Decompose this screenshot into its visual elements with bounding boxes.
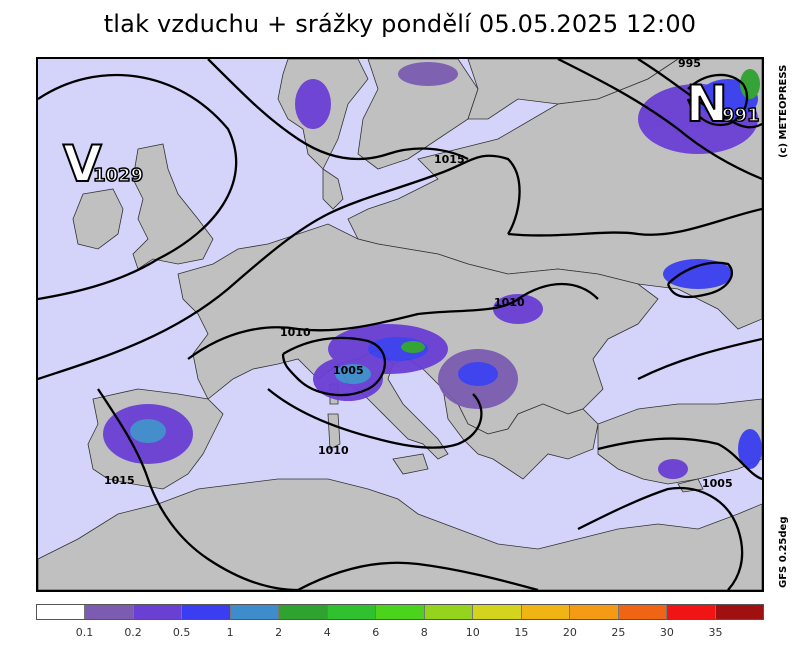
legend-color-box [570, 605, 619, 619]
legend-color-box [521, 605, 571, 619]
precip-caucasus [738, 429, 762, 469]
land-turkey [597, 398, 762, 485]
legend-tick-label: 2 [275, 626, 283, 639]
precip-ukraine [663, 259, 733, 289]
isobar-label-1005-east: 1005 [702, 477, 733, 490]
isobar-black-sea [637, 337, 762, 381]
legend-ticks: 0.1 0.2 0.5 1 2 4 6 8 10 15 20 25 30 35 [36, 626, 764, 642]
legend-color-box [327, 605, 377, 619]
precip-balkans-core [458, 362, 498, 386]
precipitation-legend [36, 604, 764, 620]
land-sardinia [327, 413, 341, 450]
legend-color-box [667, 605, 716, 619]
legend-color-box [715, 605, 764, 619]
legend-color-box [85, 605, 134, 619]
land-sicily [392, 453, 429, 475]
precip-slovakia [493, 294, 543, 324]
legend-tick-label: 8 [420, 626, 428, 639]
isobar-east [507, 207, 762, 237]
legend-color-box [279, 605, 328, 619]
pressure-centers: V 1029 N 991 [62, 74, 760, 194]
isobar-label-1015-north: 1015 [434, 153, 465, 166]
legend-tick-label: 0.1 [75, 626, 94, 639]
precip-italy-core [335, 364, 371, 384]
legend-tick-label: 0.5 [172, 626, 191, 639]
high-center-letter: V [63, 135, 102, 193]
precipitation-areas [103, 62, 762, 479]
legend-color-box [424, 605, 474, 619]
isobar-label-1010-east: 1010 [494, 296, 525, 309]
isobar-turkey [597, 437, 762, 481]
legend-tick-label: 4 [323, 626, 331, 639]
land-sweden-finland [357, 59, 479, 170]
legend-color-box [230, 605, 280, 619]
legend-tick-label: 35 [708, 626, 723, 639]
isobar-ne-2 [637, 59, 762, 129]
land-balkans [442, 387, 599, 480]
isobar-label-1015-iberia: 1015 [104, 474, 135, 487]
legend-tick-label: 25 [611, 626, 626, 639]
legend-tick-label: 1 [226, 626, 234, 639]
isobars [38, 59, 762, 590]
legend-tick-label: 0.2 [124, 626, 142, 639]
land-north-africa [38, 478, 762, 590]
isobar-1010-central [187, 282, 599, 360]
legend-color-box [182, 605, 231, 619]
isobar-1005-italy [281, 336, 387, 397]
legend-tick-label: 15 [514, 626, 529, 639]
isobar-label-1005-italy: 1005 [333, 364, 364, 377]
isobar-1015-north [207, 59, 469, 161]
high-center-value: 1029 [93, 165, 143, 186]
precip-turkey [658, 459, 688, 479]
isobar-label-1010-med: 1010 [318, 444, 349, 457]
isobar-ukraine-loop [666, 261, 734, 299]
legend-color-box [133, 605, 183, 619]
precip-alps-heavy [401, 341, 425, 353]
precip-scandinavia [295, 79, 331, 129]
isobar-ne-1 [557, 59, 762, 181]
low-center-letter: N [686, 75, 728, 133]
legend-tick-label: 30 [659, 626, 674, 639]
legend-tick-label: 20 [562, 626, 577, 639]
model-label: GFS 0.25deg [778, 516, 789, 589]
isobar-africa [297, 561, 539, 590]
land-denmark [322, 168, 344, 210]
precip-finland [398, 62, 458, 86]
legend-tick-label: 6 [372, 626, 380, 639]
isobar-label-995: 995 [678, 59, 701, 70]
legend-color-box [618, 605, 668, 619]
legend-tick-label: 10 [465, 626, 480, 639]
isobar-high [38, 73, 238, 301]
isobar-east-med [577, 486, 744, 590]
legend-color-box [473, 605, 522, 619]
isobar-1015-iberia [97, 388, 299, 590]
isobar-low-991 [686, 73, 749, 127]
weather-map: V 1029 N 991 995 1015 1010 1010 1005 101… [36, 57, 764, 592]
copyright-label: (c) METEOPRESS [778, 64, 789, 158]
map-title: tlak vzduchu + srážky pondělí 05.05.2025… [103, 10, 697, 38]
low-center-value: 991 [722, 105, 760, 126]
isobar-1010-med [267, 388, 483, 449]
precip-russia-green [740, 69, 760, 99]
land-ireland [72, 188, 124, 250]
precip-iberia-core [130, 419, 166, 443]
isobar-label-1010-alps: 1010 [280, 326, 311, 339]
isobar-west [38, 154, 521, 381]
isobar-labels: 995 1015 1010 1010 1005 1010 1015 1005 [104, 59, 733, 490]
legend-color-box [376, 605, 425, 619]
legend-color-box [37, 605, 86, 619]
